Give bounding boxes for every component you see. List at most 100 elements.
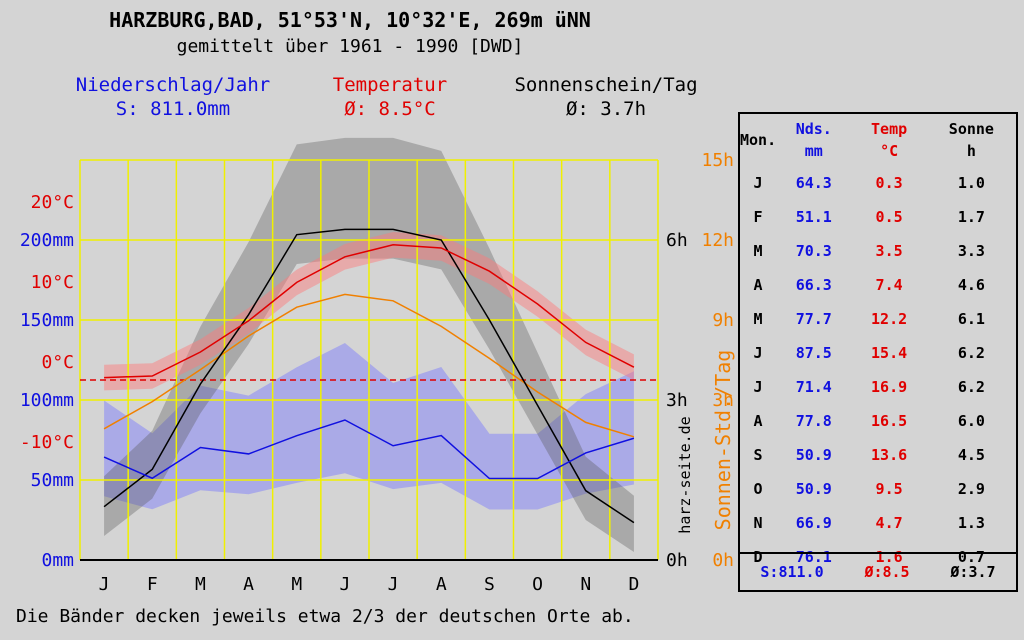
cell-month: J bbox=[753, 378, 763, 396]
cell-sun: 4.5 bbox=[957, 446, 985, 464]
footer-temp-mean: Ø:8.5 bbox=[864, 563, 910, 581]
climate-chart: J F M A M J J A S O N D 20°C 10°C 0°C -10°C 200mm 150mm 10… bbox=[20, 137, 735, 595]
header-month: Mon. bbox=[740, 131, 777, 149]
cell-sun: 1.7 bbox=[957, 208, 985, 226]
cell-precip: 66.3 bbox=[795, 276, 832, 294]
table-row: N 66.9 4.7 1.3 bbox=[740, 506, 1016, 540]
temp-tick-label: 20°C bbox=[31, 192, 74, 213]
x-tick-label: S bbox=[484, 574, 495, 595]
footer-precip-sum: S:811.0 bbox=[760, 563, 824, 581]
sun-header-label: Sonnenschein/Tag bbox=[514, 74, 698, 96]
table-row: A 66.3 7.4 4.6 bbox=[740, 268, 1016, 302]
cell-sun: 6.1 bbox=[957, 310, 985, 328]
temp-header-value: Ø: 8.5°C bbox=[344, 98, 436, 120]
daylength-tick-label: 9h bbox=[712, 310, 734, 331]
cell-month: A bbox=[753, 412, 763, 430]
temp-band bbox=[104, 232, 634, 391]
chart-subtitle: gemittelt über 1961 - 1990 [DWD] bbox=[176, 36, 524, 57]
x-tick-label: J bbox=[339, 574, 350, 595]
x-tick-label: J bbox=[388, 574, 399, 595]
x-tick-label: J bbox=[99, 574, 110, 595]
cell-month: J bbox=[753, 344, 763, 362]
table-row: M 77.7 12.2 6.1 bbox=[740, 302, 1016, 336]
daylength-tick-label: 0h bbox=[712, 550, 734, 571]
precip-header-label: Niederschlag/Jahr bbox=[75, 74, 271, 96]
cell-temp: 16.9 bbox=[871, 378, 908, 396]
footer-note: Die Bänder decken jeweils etwa 2/3 der d… bbox=[16, 606, 634, 627]
cell-sun: 6.0 bbox=[957, 412, 985, 430]
axes-layer: J F M A M J J A S O N D 20°C 10°C 0°C -10°C 200mm 150mm 10… bbox=[20, 150, 735, 595]
cell-sun: 1.3 bbox=[957, 514, 985, 532]
temp-header-label: Temperatur bbox=[332, 74, 448, 96]
precip-tick-label: 200mm bbox=[20, 230, 74, 251]
cell-month: O bbox=[753, 480, 763, 498]
cell-sun: 4.6 bbox=[957, 276, 985, 294]
header-sun: Sonne h bbox=[948, 120, 994, 160]
cell-sun: 3.3 bbox=[957, 242, 985, 260]
cell-precip: 66.9 bbox=[795, 514, 832, 532]
grid-layer bbox=[79, 159, 659, 560]
x-tick-label: A bbox=[243, 574, 254, 595]
sun-tick-label: 3h bbox=[666, 390, 688, 411]
x-tick-label: A bbox=[436, 574, 447, 595]
table-row: J 87.5 15.4 6.2 bbox=[740, 336, 1016, 370]
cell-temp: 0.5 bbox=[875, 208, 903, 226]
daylength-tick-label: 12h bbox=[701, 230, 734, 251]
cell-month: M bbox=[753, 310, 763, 328]
cell-month: D bbox=[753, 548, 763, 566]
cell-sun: 2.9 bbox=[957, 480, 985, 498]
cell-temp: 15.4 bbox=[871, 344, 908, 362]
cell-month: J bbox=[753, 174, 763, 192]
footer-sun-mean: Ø:3.7 bbox=[950, 563, 996, 581]
precip-tick-label: 100mm bbox=[20, 390, 74, 411]
cell-month: F bbox=[753, 208, 763, 226]
sun-tick-label: 0h bbox=[666, 550, 688, 571]
cell-temp: 16.5 bbox=[871, 412, 908, 430]
header-precip: Nds. mm bbox=[795, 120, 832, 160]
temp-tick-label: 10°C bbox=[31, 272, 74, 293]
precip-line bbox=[103, 419, 635, 480]
cell-precip: 87.5 bbox=[795, 344, 832, 362]
cell-precip: 70.3 bbox=[795, 242, 832, 260]
x-tick-label: M bbox=[195, 574, 206, 595]
sun-axis-label: Sonnen-Std./Tag bbox=[711, 350, 735, 531]
cell-precip: 50.9 bbox=[795, 446, 832, 464]
cell-precip: 64.3 bbox=[795, 174, 832, 192]
cell-precip: 77.8 bbox=[795, 412, 832, 430]
cell-month: A bbox=[753, 276, 763, 294]
precip-tick-label: 150mm bbox=[20, 310, 74, 331]
table-row: J 64.3 0.3 1.0 bbox=[740, 166, 1016, 200]
cell-temp: 3.5 bbox=[875, 242, 903, 260]
sun-tick-label: 6h bbox=[666, 230, 688, 251]
cell-temp: 4.7 bbox=[875, 514, 903, 532]
cell-temp: 9.5 bbox=[875, 480, 903, 498]
cell-month: M bbox=[753, 242, 763, 260]
sun-line bbox=[103, 228, 635, 524]
precip-tick-label: 0mm bbox=[41, 550, 74, 571]
cell-precip: 50.9 bbox=[795, 480, 832, 498]
cell-precip: 77.7 bbox=[795, 310, 832, 328]
table-row: F 51.1 0.5 1.7 bbox=[740, 200, 1016, 234]
precip-tick-label: 50mm bbox=[31, 470, 74, 491]
table-header: Mon. Nds. mm Temp °C Sonne h bbox=[740, 114, 1016, 166]
table-row: O 50.9 9.5 2.9 bbox=[740, 472, 1016, 506]
lines-layer bbox=[80, 228, 658, 524]
sun-header-value: Ø: 3.7h bbox=[565, 98, 647, 120]
daylength-tick-label: 3h bbox=[712, 390, 734, 411]
cell-month: S bbox=[753, 446, 763, 464]
cell-temp: 13.6 bbox=[871, 446, 908, 464]
x-tick-label: O bbox=[532, 574, 543, 595]
cell-sun: 6.2 bbox=[957, 378, 985, 396]
chart-title: HARZBURG,BAD, 51°53'N, 10°32'E, 269m üNN bbox=[109, 8, 591, 32]
x-tick-label: F bbox=[147, 574, 158, 595]
cell-precip: 71.4 bbox=[795, 378, 832, 396]
cell-temp: 12.2 bbox=[871, 310, 908, 328]
cell-temp: 7.4 bbox=[875, 276, 903, 294]
table-row: A 77.8 16.5 6.0 bbox=[740, 404, 1016, 438]
data-table: Mon. Nds. mm Temp °C Sonne h J 64.3 0.3 1.0 F 51… bbox=[738, 112, 1018, 592]
temp-tick-label: 0°C bbox=[41, 352, 74, 373]
cell-month: N bbox=[753, 514, 763, 532]
cell-temp: 0.3 bbox=[875, 174, 903, 192]
temp-line bbox=[104, 244, 635, 379]
x-tick-label: N bbox=[580, 574, 591, 595]
